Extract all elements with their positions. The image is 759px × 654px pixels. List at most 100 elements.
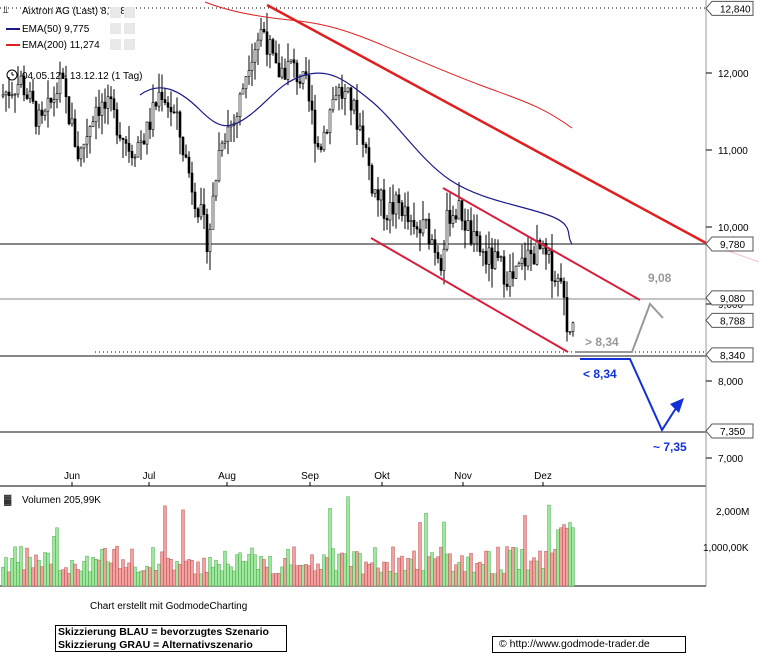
- volume-bar: [148, 567, 152, 587]
- volume-bar: [46, 552, 50, 587]
- volume-bar: [118, 568, 122, 587]
- candle-body: [523, 257, 527, 267]
- volume-bar: [349, 565, 353, 587]
- candle-body: [13, 93, 17, 96]
- source-url[interactable]: © http://www.godmode-trader.de: [492, 636, 686, 653]
- settings-icon-ema50: [110, 23, 121, 34]
- volume-bar: [463, 571, 467, 587]
- price-level-label: 8,788: [720, 316, 745, 327]
- volume-bar: [532, 557, 536, 587]
- volume-icon: ▓: [4, 494, 12, 506]
- candle-body: [178, 111, 182, 138]
- candle-body: [484, 251, 488, 265]
- candle-body: [457, 200, 461, 220]
- candle-body: [82, 143, 86, 149]
- candle-body: [169, 106, 173, 113]
- candle-body: [463, 220, 467, 231]
- candle-body: [112, 98, 116, 110]
- candle-body: [130, 151, 134, 158]
- candle-body: [58, 72, 62, 95]
- candle-body: [193, 191, 197, 210]
- candle-body: [202, 204, 206, 215]
- ohlc-icon: ⫫: [3, 5, 9, 16]
- candle-body: [4, 91, 8, 96]
- volume-bar: [376, 567, 380, 587]
- price-level-label: 9,080: [720, 294, 745, 305]
- candle-body: [19, 75, 23, 85]
- volume-bar: [253, 554, 257, 587]
- date-range: 04.05.12 - 13.12.12 (1 Tag): [22, 71, 142, 82]
- source-url-text[interactable]: http://www.godmode-trader.de: [509, 638, 650, 650]
- candle-body: [262, 28, 266, 33]
- candle-body: [31, 90, 35, 102]
- candle-body: [436, 252, 440, 259]
- candle-body: [163, 99, 167, 103]
- candle-body: [175, 111, 179, 114]
- volume-bar: [457, 562, 461, 587]
- volume-bar: [55, 527, 59, 587]
- volume-bar: [328, 508, 332, 587]
- volume-bar: [409, 558, 413, 587]
- volume-bar: [22, 569, 26, 587]
- volume-bar: [70, 559, 74, 587]
- candle-body: [559, 277, 563, 282]
- candle-body: [445, 209, 449, 250]
- candle-body: [403, 206, 407, 217]
- candle-body: [526, 249, 530, 267]
- volume-bar: [103, 548, 107, 587]
- candle-body: [40, 109, 44, 116]
- candle-body: [367, 147, 371, 166]
- legend-gray: Skizzierung GRAU = Alternativszenario: [58, 639, 253, 651]
- volume-bar: [526, 569, 530, 587]
- candle-body: [151, 102, 155, 130]
- volume-bar: [319, 569, 323, 587]
- volume-bar: [565, 527, 569, 587]
- volume-bar: [316, 563, 320, 587]
- volume-bar: [415, 568, 419, 587]
- candle-body: [220, 142, 224, 151]
- volume-bar: [523, 515, 527, 587]
- volume-bar: [208, 557, 212, 587]
- candle-body: [10, 94, 14, 97]
- volume-bar: [343, 553, 347, 587]
- volume-bar: [490, 573, 494, 587]
- volume-bar: [514, 547, 518, 587]
- candle-body: [217, 150, 221, 182]
- candle-body: [394, 194, 398, 215]
- candle-body: [325, 131, 329, 134]
- candle-body: [499, 256, 503, 259]
- candle-body: [418, 228, 422, 234]
- volume-bar: [82, 561, 86, 587]
- candle-body: [556, 277, 560, 282]
- volume-label: Volumen 205,99K: [22, 495, 101, 506]
- volume-bar: [397, 557, 401, 587]
- candle-body: [148, 121, 152, 130]
- volume-bar: [178, 564, 182, 587]
- candle-body: [391, 202, 395, 215]
- candle-body: [430, 239, 434, 245]
- candle-body: [511, 271, 515, 279]
- volume-bar: [1, 566, 5, 587]
- candle-body: [286, 61, 290, 80]
- candles: [1, 12, 575, 342]
- blue-trigger-label: < 8,34: [583, 367, 617, 381]
- candle-body: [28, 90, 32, 99]
- candle-body: [136, 142, 140, 158]
- x-tick-label: Jun: [64, 471, 80, 482]
- volume-bar: [283, 558, 287, 587]
- candle-body: [190, 172, 194, 193]
- candle-body: [310, 100, 314, 111]
- volume-bar: [364, 561, 368, 587]
- volume-bar: [136, 572, 140, 587]
- volume-bar: [16, 562, 20, 587]
- volume-bar: [211, 566, 215, 587]
- volume-bar: [214, 559, 218, 587]
- volume-bar: [79, 570, 83, 587]
- candle-body: [565, 297, 569, 333]
- candle-body: [481, 251, 485, 253]
- candle-body: [397, 194, 401, 204]
- candle-body: [370, 165, 374, 194]
- clock-icon: [6, 69, 18, 81]
- candle-body: [22, 75, 26, 96]
- volume-bar: [199, 573, 203, 587]
